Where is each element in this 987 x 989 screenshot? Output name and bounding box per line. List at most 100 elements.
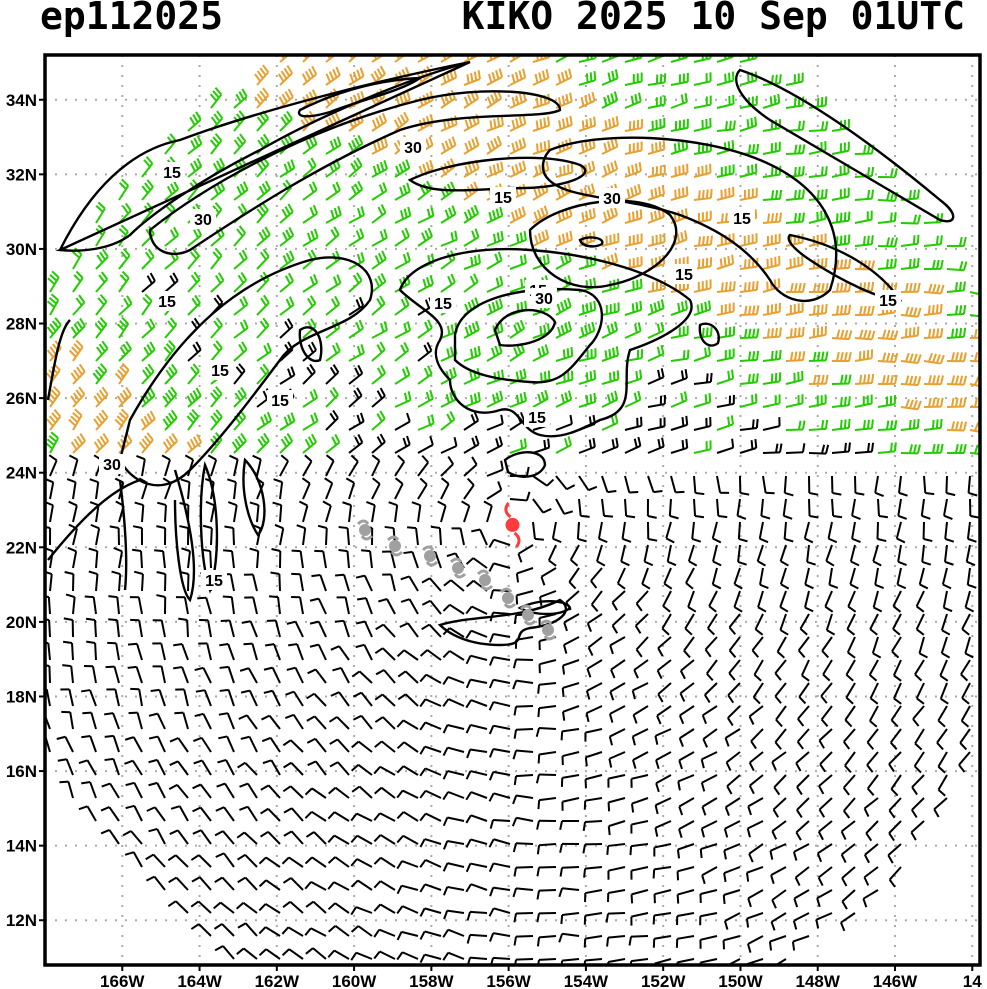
wind-barb — [239, 805, 258, 822]
wind-barb — [511, 816, 534, 827]
axis-labels: 34N 32N 30N 28N 26N 24N 22N 20N 18N 16N 14N 12N 166W… — [6, 91, 982, 989]
wind-barb — [350, 906, 373, 916]
wind-barb — [840, 820, 856, 840]
wind-barb — [900, 375, 922, 386]
wind-barb — [48, 454, 58, 477]
wind-barb — [900, 282, 921, 293]
wind-barb — [463, 456, 478, 477]
wind-barb — [156, 594, 167, 615]
wind-barb — [831, 329, 853, 341]
wind-barb — [910, 820, 925, 841]
wind-barb — [279, 226, 295, 247]
wind-barb — [728, 636, 741, 658]
wind-barb — [302, 433, 317, 454]
wind-barb — [442, 791, 465, 801]
wind-barb — [256, 180, 271, 201]
wind-barb — [489, 656, 511, 666]
wind-barb — [808, 282, 829, 293]
wind-barb — [156, 570, 167, 592]
contour-label: 30 — [535, 291, 553, 308]
wind-barb — [486, 275, 504, 293]
wind-barb — [486, 116, 504, 132]
wind-barb — [375, 623, 396, 638]
wind-barb — [210, 294, 224, 316]
contour-line — [541, 136, 838, 303]
wind-barb — [762, 417, 781, 431]
wind-barb — [624, 278, 643, 293]
wind-barb — [601, 137, 619, 155]
wind-barb — [762, 349, 782, 362]
wind-barb — [419, 812, 442, 822]
wind-barb — [547, 544, 557, 567]
wind-barb — [397, 693, 419, 707]
wind-barb — [371, 273, 387, 293]
wind-barb — [866, 751, 879, 773]
wind-barb — [356, 597, 373, 615]
wind-barb — [739, 233, 758, 247]
wind-barb — [774, 728, 787, 750]
wind-barb — [601, 206, 618, 224]
wind-barb — [820, 682, 833, 704]
wind-barb — [486, 135, 502, 155]
wind-barb — [233, 363, 246, 385]
wind-barb — [89, 478, 100, 500]
wind-barb — [716, 415, 735, 431]
wind-barb — [162, 386, 178, 408]
wind-barb — [169, 760, 189, 776]
wind-barb — [68, 454, 79, 477]
wind-barb — [466, 910, 488, 921]
wind-barb — [923, 235, 943, 247]
wind-barb — [616, 567, 626, 590]
wind-barb — [653, 889, 672, 904]
wind-barb — [93, 386, 109, 408]
wind-barb — [270, 571, 281, 592]
wind-barb — [716, 164, 735, 178]
wind-barb — [394, 391, 412, 408]
wind-barb — [282, 877, 304, 891]
wind-barb — [562, 636, 580, 654]
wind-barb — [210, 340, 223, 362]
wind-barb — [969, 498, 980, 519]
wind-barb — [488, 862, 511, 873]
contour-line — [503, 451, 547, 478]
wind-barb — [624, 92, 642, 109]
contour-label-bg — [159, 162, 185, 182]
wind-barb — [624, 209, 643, 224]
wind-barb — [72, 270, 84, 293]
wind-barb — [897, 498, 908, 520]
wind-barb — [869, 682, 879, 705]
wind-barb — [896, 567, 907, 590]
wind-barb — [727, 705, 741, 727]
wind-barb — [325, 342, 341, 362]
wind-barb — [630, 820, 649, 834]
wind-barb — [966, 567, 977, 589]
wind-barb — [394, 55, 407, 63]
wind-barb — [277, 65, 294, 86]
wind-barb — [133, 570, 144, 592]
wind-barb — [105, 665, 120, 684]
wind-barb — [88, 570, 99, 592]
wind-barb — [701, 797, 718, 816]
wind-barb — [302, 135, 318, 155]
wind-barb — [419, 789, 442, 799]
wind-barb — [946, 352, 967, 363]
wind-barb — [411, 501, 422, 523]
wind-barb — [374, 740, 396, 753]
wind-barb — [417, 454, 429, 477]
wind-barb — [394, 341, 410, 362]
wind-barb — [302, 412, 319, 431]
wind-barb — [923, 303, 943, 316]
wind-barb — [584, 751, 603, 767]
wind-barb — [214, 830, 235, 845]
lon-tick-label: 158W — [409, 972, 454, 989]
wind-barb — [739, 373, 759, 385]
wind-barb — [218, 712, 235, 730]
wind-barb — [662, 590, 672, 613]
wind-barb — [46, 317, 62, 339]
wind-barb — [466, 748, 488, 759]
wind-barb — [443, 909, 465, 920]
wind-barb — [328, 716, 350, 730]
wind-barb — [863, 843, 879, 864]
wind-barb — [486, 436, 504, 454]
wind-barb — [486, 89, 503, 109]
